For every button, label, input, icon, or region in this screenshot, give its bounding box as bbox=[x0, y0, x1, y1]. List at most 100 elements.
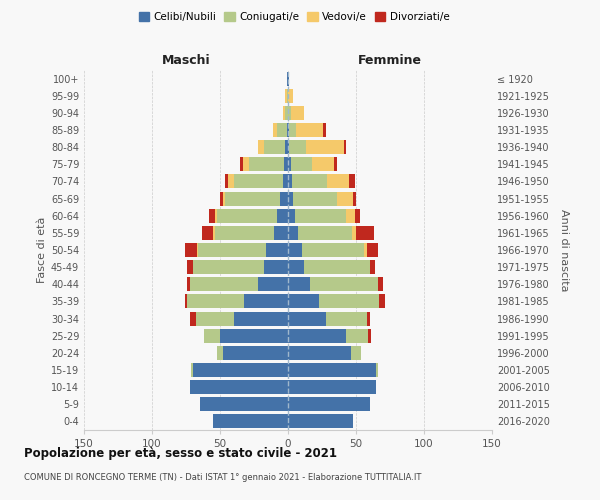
Bar bbox=[288, 72, 289, 86]
Bar bbox=[209, 208, 215, 222]
Bar bbox=[202, 226, 213, 240]
Bar bbox=[350, 346, 361, 360]
Text: Maschi: Maschi bbox=[161, 54, 211, 68]
Bar bbox=[288, 243, 302, 257]
Bar bbox=[288, 278, 310, 291]
Bar bbox=[356, 226, 374, 240]
Bar bbox=[190, 380, 288, 394]
Bar bbox=[291, 106, 304, 120]
Bar bbox=[203, 328, 220, 342]
Bar bbox=[288, 88, 293, 102]
Bar bbox=[185, 243, 197, 257]
Text: COMUNE DI RONCEGNO TERME (TN) - Dati ISTAT 1° gennaio 2021 - Elaborazione TUTTIT: COMUNE DI RONCEGNO TERME (TN) - Dati IST… bbox=[24, 472, 421, 482]
Bar bbox=[288, 414, 353, 428]
Bar bbox=[217, 208, 277, 222]
Bar bbox=[244, 294, 288, 308]
Bar bbox=[346, 328, 368, 342]
Bar bbox=[368, 328, 371, 342]
Bar bbox=[226, 192, 280, 205]
Bar bbox=[288, 106, 291, 120]
Bar bbox=[289, 123, 296, 137]
Bar bbox=[288, 398, 370, 411]
Bar bbox=[346, 208, 355, 222]
Bar bbox=[197, 243, 198, 257]
Bar bbox=[288, 380, 376, 394]
Bar bbox=[292, 174, 328, 188]
Bar bbox=[193, 260, 263, 274]
Bar bbox=[243, 158, 248, 172]
Bar bbox=[296, 123, 323, 137]
Bar bbox=[323, 123, 326, 137]
Bar bbox=[248, 158, 284, 172]
Bar bbox=[223, 192, 226, 205]
Bar bbox=[213, 414, 288, 428]
Bar bbox=[277, 123, 287, 137]
Bar bbox=[263, 260, 288, 274]
Bar bbox=[310, 278, 378, 291]
Bar bbox=[288, 158, 291, 172]
Bar bbox=[288, 346, 350, 360]
Bar bbox=[193, 363, 288, 377]
Bar bbox=[337, 192, 353, 205]
Bar bbox=[283, 174, 288, 188]
Y-axis label: Fasce di età: Fasce di età bbox=[37, 217, 47, 283]
Bar bbox=[226, 174, 228, 188]
Bar bbox=[190, 278, 258, 291]
Bar bbox=[223, 346, 288, 360]
Bar bbox=[288, 260, 304, 274]
Bar bbox=[334, 158, 337, 172]
Bar bbox=[305, 140, 344, 154]
Bar bbox=[190, 312, 196, 326]
Bar bbox=[313, 158, 334, 172]
Bar bbox=[355, 208, 360, 222]
Bar bbox=[258, 140, 263, 154]
Bar bbox=[326, 312, 367, 326]
Bar bbox=[217, 346, 223, 360]
Bar bbox=[288, 363, 376, 377]
Bar bbox=[298, 226, 352, 240]
Bar bbox=[220, 328, 288, 342]
Bar bbox=[376, 363, 378, 377]
Bar bbox=[288, 192, 293, 205]
Bar bbox=[288, 328, 346, 342]
Bar bbox=[289, 140, 305, 154]
Bar bbox=[288, 226, 298, 240]
Bar bbox=[367, 312, 370, 326]
Bar bbox=[379, 294, 385, 308]
Bar bbox=[185, 294, 187, 308]
Bar bbox=[274, 226, 288, 240]
Bar bbox=[277, 208, 288, 222]
Bar bbox=[285, 140, 288, 154]
Bar bbox=[273, 123, 277, 137]
Bar bbox=[288, 174, 292, 188]
Bar bbox=[304, 260, 370, 274]
Bar bbox=[291, 158, 313, 172]
Bar bbox=[187, 260, 193, 274]
Bar bbox=[215, 226, 274, 240]
Bar bbox=[287, 88, 288, 102]
Bar bbox=[228, 174, 233, 188]
Bar bbox=[233, 174, 283, 188]
Bar bbox=[352, 226, 356, 240]
Bar bbox=[280, 192, 288, 205]
Y-axis label: Anni di nascita: Anni di nascita bbox=[559, 209, 569, 291]
Bar bbox=[370, 260, 375, 274]
Bar bbox=[295, 208, 346, 222]
Text: Femmine: Femmine bbox=[358, 54, 422, 68]
Bar bbox=[241, 158, 243, 172]
Bar bbox=[187, 294, 244, 308]
Bar bbox=[283, 106, 285, 120]
Bar bbox=[263, 140, 285, 154]
Bar bbox=[258, 278, 288, 291]
Bar bbox=[198, 243, 266, 257]
Bar bbox=[213, 226, 215, 240]
Bar bbox=[215, 208, 217, 222]
Bar bbox=[293, 192, 337, 205]
Bar bbox=[288, 140, 289, 154]
Bar bbox=[266, 243, 288, 257]
Bar bbox=[200, 398, 288, 411]
Bar bbox=[233, 312, 288, 326]
Bar bbox=[319, 294, 379, 308]
Bar bbox=[285, 88, 287, 102]
Bar bbox=[328, 174, 349, 188]
